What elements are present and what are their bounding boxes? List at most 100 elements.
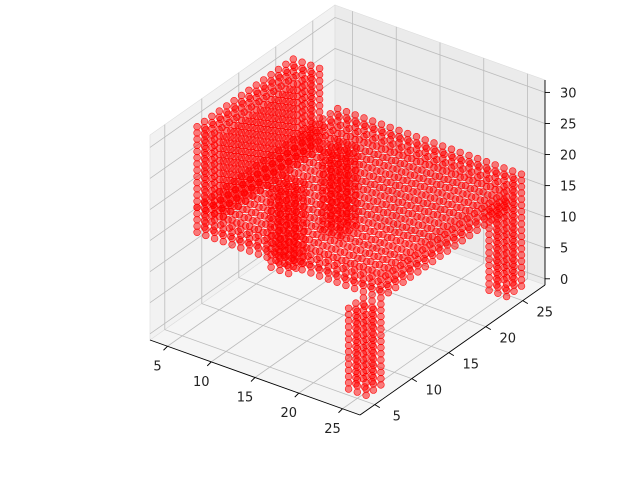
scatter-point <box>465 206 474 215</box>
scatter-point <box>293 154 302 163</box>
tick-marks <box>163 91 550 414</box>
scatter-point <box>342 269 350 277</box>
scatter-point <box>445 184 454 192</box>
scatter-point <box>502 261 511 270</box>
scatter-point <box>342 210 351 218</box>
scatter-point <box>365 194 373 202</box>
scatter-point <box>227 152 235 160</box>
scatter-point <box>227 189 235 197</box>
scatter-point <box>219 237 228 246</box>
scatter-point <box>399 266 407 274</box>
y-tick-mark <box>485 326 492 330</box>
scatter-point <box>432 202 440 211</box>
scatter-point <box>361 302 369 310</box>
scatter-point <box>219 194 228 202</box>
scatter-point <box>360 169 369 177</box>
scatter-point <box>293 86 302 94</box>
scatter-point <box>494 221 502 229</box>
scatter-point <box>348 141 356 149</box>
scatter-point <box>209 120 218 129</box>
z-tick-label: 5 <box>560 242 568 257</box>
scatter-point <box>228 228 236 237</box>
scatter-point <box>276 210 285 218</box>
scatter-point <box>315 70 324 79</box>
scatter-point <box>447 192 455 200</box>
scatter-point <box>219 231 228 240</box>
scatter-point <box>510 219 518 227</box>
scatter-point <box>398 198 407 207</box>
scatter-point <box>202 126 210 134</box>
scatter-point <box>333 272 341 280</box>
scatter-point <box>494 289 502 297</box>
scatter-point <box>324 250 333 259</box>
scatter-point <box>395 126 403 135</box>
scatter-point <box>245 228 254 237</box>
scatter-point <box>399 151 407 160</box>
scatter-point <box>510 256 518 264</box>
scatter-point <box>377 120 386 128</box>
scatter-point <box>342 263 350 271</box>
scatter-point <box>298 253 306 261</box>
scatter-point <box>368 164 376 172</box>
scatter-point <box>202 150 210 159</box>
scatter-point <box>334 104 342 113</box>
scatter-point <box>219 213 228 221</box>
scatter-point <box>268 79 277 87</box>
scatter-point <box>400 206 408 215</box>
scatter-point <box>393 165 401 173</box>
scatter-point <box>436 246 444 254</box>
scatter-point <box>391 203 399 212</box>
scatter-point <box>355 136 363 144</box>
scatter-point <box>202 194 210 202</box>
scatter-point <box>219 138 228 146</box>
scatter-point <box>517 189 526 197</box>
scatter-point <box>377 356 385 364</box>
scatter-point <box>249 186 257 194</box>
scatter-point <box>414 249 422 258</box>
scatter-point <box>461 182 470 190</box>
scatter-point <box>406 193 414 201</box>
scatter-point <box>480 202 489 211</box>
scatter-point <box>339 240 347 248</box>
scatter-point <box>321 132 330 140</box>
scatter-point <box>344 323 353 331</box>
scatter-point <box>352 221 361 229</box>
scatter-point <box>473 214 481 222</box>
scatter-point <box>217 115 225 124</box>
scatter-point <box>202 188 210 196</box>
scatter-point <box>502 224 511 232</box>
scatter-point <box>308 76 316 84</box>
scatter-point <box>502 205 511 214</box>
scatter-point <box>344 218 352 226</box>
scatter-point <box>263 253 271 261</box>
scatter-point <box>210 203 219 212</box>
scatter-point <box>495 192 503 200</box>
scatter-point <box>270 87 278 96</box>
scatter-point <box>264 169 272 177</box>
scatter-point <box>313 184 322 192</box>
scatter-point <box>315 64 324 73</box>
scatter-point <box>308 113 316 121</box>
scatter-point <box>458 237 466 245</box>
scatter-point <box>411 226 419 235</box>
scatter-point <box>202 219 210 227</box>
scatter-point <box>502 199 511 208</box>
scatter-point <box>219 182 228 190</box>
scatter-point <box>465 231 474 240</box>
scatter-point <box>324 263 333 271</box>
scatter-point <box>369 367 378 376</box>
scatter-point <box>502 280 511 288</box>
scatter-point <box>451 242 459 250</box>
scatter-point <box>227 158 235 166</box>
scatter-point <box>502 212 511 220</box>
scatter-point <box>264 157 272 165</box>
scatter-point <box>485 274 493 282</box>
scatter-point <box>377 350 385 358</box>
scatter-point <box>264 138 272 146</box>
scatter-point <box>272 256 280 265</box>
scatter-point <box>234 153 242 161</box>
scatter-point <box>311 167 319 175</box>
scatter-point <box>234 184 242 192</box>
scatter-point <box>256 143 265 152</box>
x-tick-mark <box>206 361 212 367</box>
